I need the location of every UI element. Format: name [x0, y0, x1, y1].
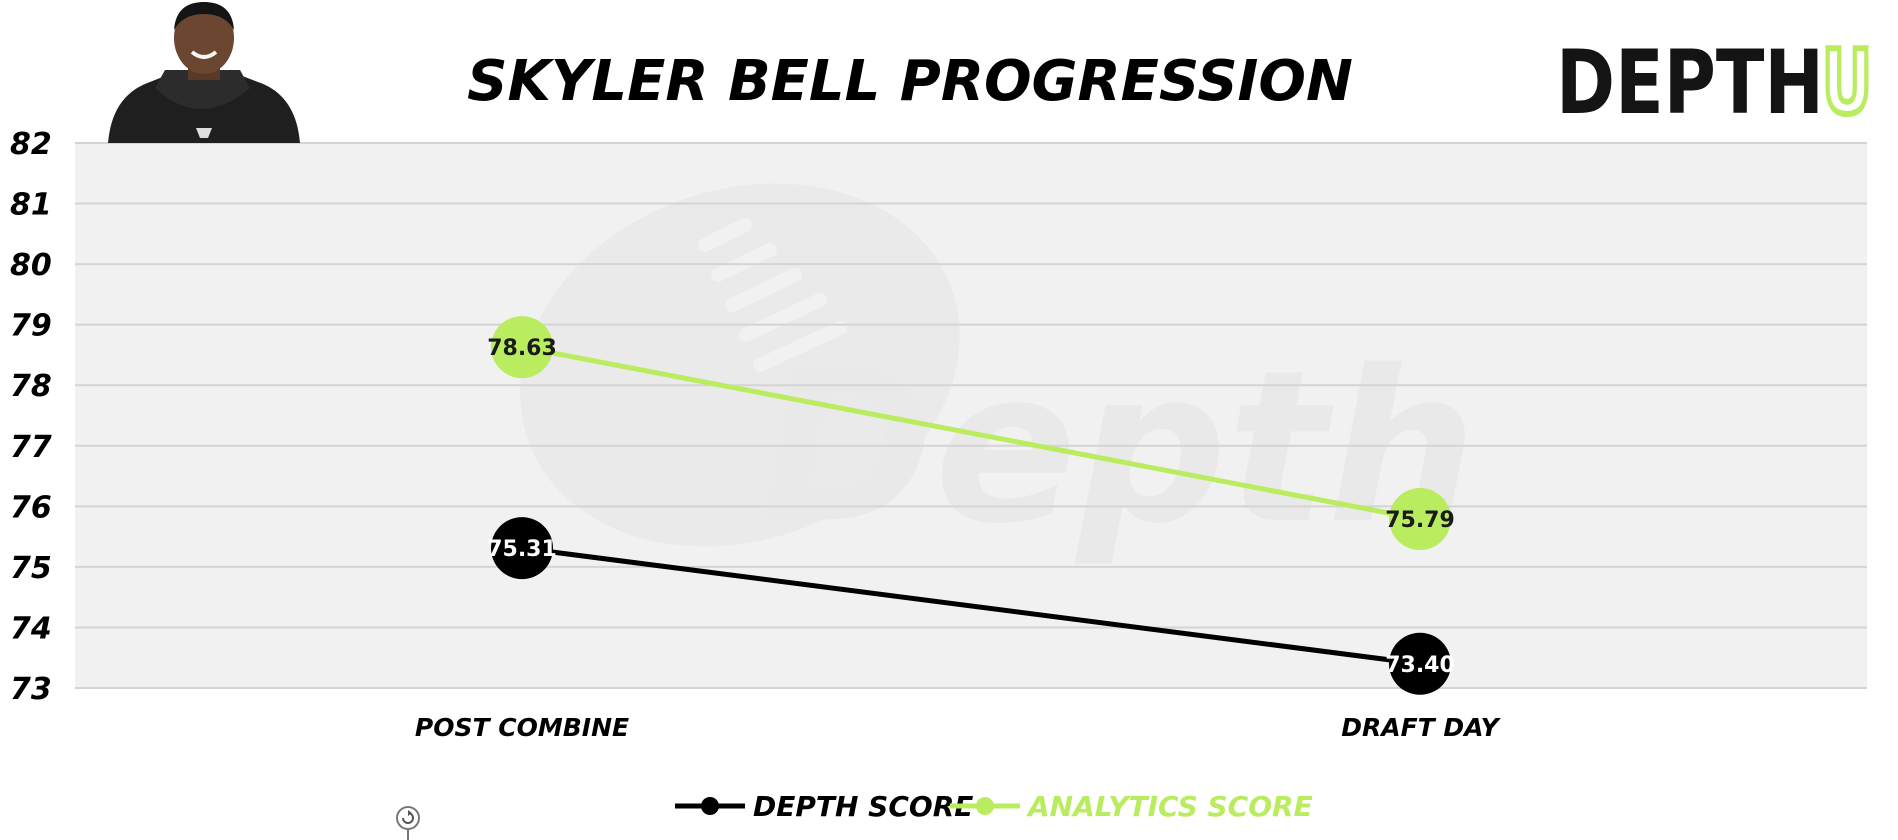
y-tick-label: 76 — [10, 490, 52, 525]
watermark-football-icon — [520, 183, 960, 547]
y-tick-label: 75 — [10, 551, 52, 586]
logo-accent-text: U — [1822, 31, 1872, 134]
depthu-logo: DEPTH U — [1556, 28, 1875, 137]
plot-background — [75, 143, 1867, 688]
x-tick-label: DRAFT DAY — [1341, 713, 1501, 742]
series-lines — [521, 344, 1421, 667]
legend-marker-1 — [976, 797, 994, 815]
y-axis-ticks: 82 81 80 79 78 77 76 75 74 73 — [10, 127, 52, 707]
hood-shape — [155, 70, 250, 109]
data-label: 75.31 — [487, 537, 557, 562]
data-point — [1389, 488, 1451, 551]
y-tick-label: 82 — [10, 127, 52, 162]
series-line-0 — [521, 545, 1421, 667]
legend-marker-0 — [701, 797, 719, 815]
series-points: 75.31 73.40 78.63 75.79 — [487, 316, 1455, 695]
hoodie-logo-icon — [196, 128, 212, 138]
data-label: 78.63 — [487, 336, 557, 361]
data-point — [491, 517, 553, 580]
gridlines — [75, 142, 1867, 689]
y-tick-label: 78 — [10, 369, 52, 404]
watermark: Depth — [520, 183, 1477, 570]
legend-label: DEPTH SCORE — [753, 790, 973, 823]
legend-label: ANALYTICS SCORE — [1026, 790, 1313, 823]
data-point — [491, 316, 553, 379]
y-tick-label: 79 — [10, 309, 52, 344]
series-line-1 — [521, 344, 1421, 522]
x-tick-label: POST COMBINE — [415, 713, 629, 742]
y-tick-label: 80 — [10, 248, 52, 283]
smile-shape — [190, 50, 218, 59]
x-axis-ticks: POST COMBINE DRAFT DAY — [415, 713, 1502, 742]
watermark-text: Depth — [760, 325, 1477, 570]
player-photo — [108, 2, 300, 143]
legend: DEPTH SCORE ANALYTICS SCORE — [675, 790, 1313, 823]
y-tick-label: 74 — [10, 611, 52, 646]
rotate-handle-icon[interactable] — [396, 806, 420, 840]
y-tick-label: 77 — [10, 430, 52, 465]
y-tick-label: 73 — [10, 672, 52, 707]
data-label: 73.40 — [1385, 653, 1455, 678]
face-shape — [174, 2, 234, 74]
logo-main-text: DEPTH — [1556, 31, 1824, 134]
data-label: 75.79 — [1385, 508, 1455, 533]
chart-title: SKYLER BELL PROGRESSION — [467, 49, 1353, 114]
hair-shape — [174, 2, 234, 30]
data-point — [1389, 632, 1451, 695]
y-tick-label: 81 — [10, 188, 52, 223]
